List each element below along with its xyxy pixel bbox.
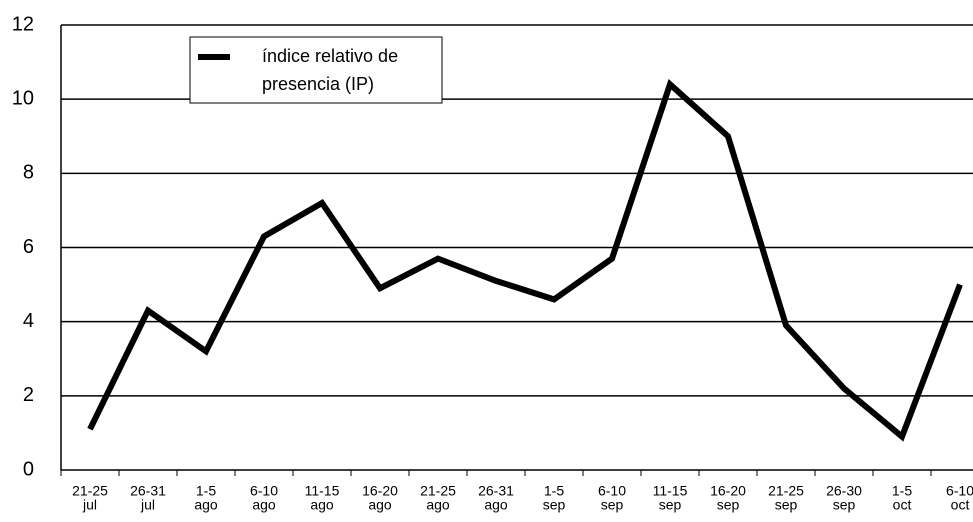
x-tick-label: 21-25 bbox=[72, 483, 108, 499]
x-tick-label: ago bbox=[368, 497, 392, 513]
x-tick-label: 16-20 bbox=[362, 483, 398, 499]
x-tick-label: 1-5 bbox=[892, 483, 912, 499]
x-tick-label: 11-15 bbox=[305, 483, 340, 499]
x-tick-label: 26-31 bbox=[478, 483, 514, 499]
x-tick-label: oct bbox=[893, 497, 912, 513]
x-tick-label: jul bbox=[140, 497, 155, 513]
x-tick-label: 1-5 bbox=[544, 483, 564, 499]
legend-label: índice relativo de presencia (IP) bbox=[262, 46, 398, 94]
x-tick-label: 6-10 bbox=[946, 483, 973, 499]
x-tick-label: sep bbox=[659, 497, 682, 513]
x-tick-label: 6-10 bbox=[598, 483, 626, 499]
y-tick-label: 12 bbox=[12, 13, 34, 35]
x-tick-label: jul bbox=[82, 497, 97, 513]
data-line bbox=[87, 79, 963, 442]
x-tick-label: ago bbox=[252, 497, 276, 513]
x-tick-label: 6-10 bbox=[250, 483, 278, 499]
y-tick-label: 8 bbox=[23, 162, 34, 184]
x-tick-label: sep bbox=[543, 497, 566, 513]
x-tick-label: ago bbox=[484, 497, 508, 513]
x-tick-label: 1-5 bbox=[196, 483, 216, 499]
x-tick-label: 21-25 bbox=[420, 483, 456, 499]
x-tick-label: 26-30 bbox=[826, 483, 862, 499]
x-tick-label: oct bbox=[951, 497, 970, 513]
x-tick-label: 21-25 bbox=[768, 483, 804, 499]
y-tick-label: 2 bbox=[23, 384, 34, 406]
x-tick-label: sep bbox=[601, 497, 624, 513]
x-tick-label: 11-15 bbox=[653, 483, 688, 499]
y-tick-label: 6 bbox=[23, 236, 34, 258]
legend-box bbox=[189, 36, 443, 104]
x-tick-label: sep bbox=[775, 497, 798, 513]
x-tick-label: ago bbox=[426, 497, 450, 513]
x-tick-label: ago bbox=[194, 497, 218, 513]
x-tick-label: ago bbox=[310, 497, 334, 513]
x-tick-label: 16-20 bbox=[710, 483, 746, 499]
y-tick-label: 4 bbox=[23, 310, 34, 332]
x-tick-label: sep bbox=[717, 497, 740, 513]
y-tick-label: 10 bbox=[12, 87, 34, 109]
y-tick-label: 0 bbox=[23, 458, 34, 480]
x-tick-label: sep bbox=[833, 497, 856, 513]
x-tick-label: 26-31 bbox=[130, 483, 166, 499]
